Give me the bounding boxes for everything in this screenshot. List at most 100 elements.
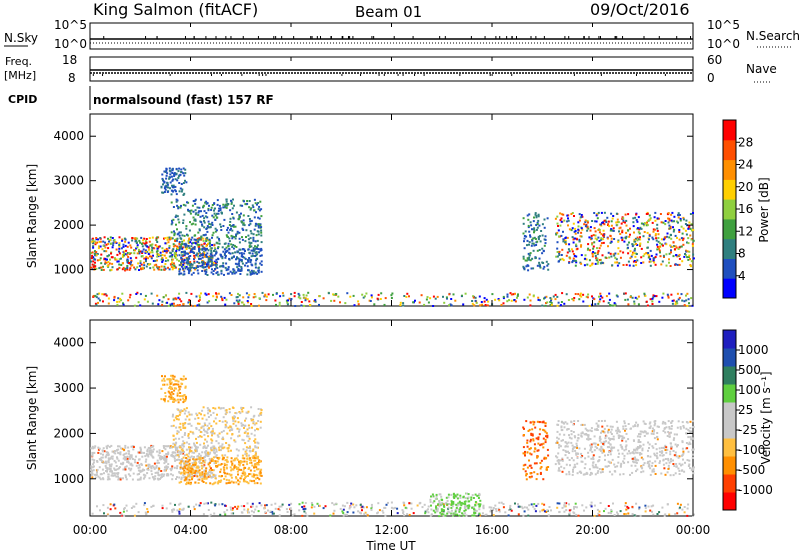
- echo-cell: [187, 467, 189, 470]
- echo-cell: [248, 244, 251, 247]
- echo-cell: [140, 268, 143, 271]
- echo-cell: [91, 251, 94, 254]
- echo-cell: [233, 244, 236, 247]
- echo-cell: [167, 378, 170, 381]
- echo-cell: [191, 471, 194, 474]
- echo-cell: [625, 219, 628, 222]
- echo-cell: [539, 471, 542, 474]
- echo-cell: [290, 293, 293, 296]
- echo-cell: [215, 440, 218, 443]
- echo-cell: [103, 236, 106, 239]
- echo-cell: [151, 246, 154, 249]
- echo-cell: [482, 506, 485, 509]
- echo-cell: [207, 509, 210, 511]
- echo-cell: [207, 502, 209, 505]
- echo-cell: [201, 425, 204, 428]
- echo-cell: [146, 300, 149, 303]
- echo-cell: [525, 420, 528, 423]
- echo-cell: [183, 239, 185, 242]
- echo-cell: [240, 266, 243, 268]
- echo-cell: [596, 508, 599, 511]
- echo-cell: [536, 226, 539, 229]
- echo-cell: [426, 296, 429, 299]
- echo-cell: [444, 502, 447, 505]
- echo-cell: [233, 302, 236, 305]
- echo-cell: [174, 185, 177, 188]
- echo-cell: [556, 502, 559, 505]
- echo-cell: [440, 510, 443, 513]
- echo-cell: [651, 236, 654, 239]
- echo-cell: [171, 509, 174, 512]
- echo-cell: [210, 253, 213, 256]
- echo-cell: [117, 459, 120, 462]
- echo-cell: [622, 217, 625, 220]
- echo-cell: [404, 506, 407, 509]
- echo-cell: [184, 426, 187, 429]
- echo-cell: [473, 304, 476, 307]
- echo-cell: [528, 241, 531, 244]
- echo-cell: [92, 461, 95, 464]
- echo-cell: [211, 472, 214, 475]
- echo-cell: [182, 452, 185, 455]
- echo-cell: [235, 271, 238, 274]
- echo-cell: [562, 213, 565, 216]
- echo-cell: [659, 450, 661, 453]
- echo-cell: [254, 251, 257, 254]
- echo-cell: [212, 231, 215, 234]
- echo-cell: [399, 301, 402, 304]
- echo-cell: [623, 292, 626, 295]
- echo-cell: [235, 476, 237, 479]
- echo-cell: [190, 455, 193, 458]
- echo-cell: [227, 268, 229, 271]
- echo-cell: [538, 265, 541, 268]
- echo-cell: [526, 466, 529, 469]
- echo-cell: [497, 507, 500, 510]
- echo-cell: [637, 216, 640, 219]
- echo-cell: [183, 399, 186, 401]
- echo-cell: [161, 261, 164, 263]
- echo-cell: [225, 467, 228, 470]
- echo-cell: [690, 238, 693, 241]
- echo-cell: [555, 255, 558, 258]
- echo-cell: [252, 272, 255, 275]
- echo-cell: [167, 266, 169, 269]
- echo-cell: [208, 427, 211, 430]
- echo-cell: [577, 221, 580, 224]
- echo-cell: [101, 293, 104, 296]
- echo-cell: [244, 442, 247, 445]
- echo-cell: [541, 421, 544, 424]
- echo-cell: [657, 425, 660, 428]
- echo-cell: [138, 248, 140, 251]
- echo-cell: [560, 254, 563, 256]
- echo-cell: [197, 470, 200, 473]
- echo-cell: [123, 467, 126, 469]
- echo-cell: [523, 237, 526, 240]
- echo-cell: [202, 513, 205, 516]
- echo-cell: [243, 303, 246, 306]
- echo-cell: [624, 502, 627, 505]
- echo-cell: [443, 505, 445, 507]
- echo-cell: [244, 453, 247, 456]
- echo-cell: [249, 230, 252, 233]
- echo-cell: [311, 503, 314, 506]
- echo-cell: [97, 446, 100, 449]
- echo-cell: [182, 219, 185, 222]
- echo-cell: [517, 293, 519, 296]
- echo-cell: [238, 217, 241, 219]
- echo-cell: [204, 438, 207, 441]
- echo-cell: [594, 473, 597, 476]
- echo-cell: [235, 235, 237, 238]
- echo-cell: [207, 226, 210, 229]
- echo-cell: [190, 471, 193, 473]
- echo-cell: [202, 237, 205, 240]
- echo-cell: [578, 213, 581, 216]
- echo-cell: [391, 292, 394, 295]
- echo-cell: [172, 190, 175, 193]
- echo-cell: [185, 407, 188, 410]
- echo-cell: [633, 514, 636, 517]
- echo-cell: [245, 446, 248, 449]
- echo-cell: [620, 222, 623, 225]
- echo-cell: [174, 216, 177, 218]
- echo-cell: [636, 259, 639, 262]
- echo-cell: [488, 506, 491, 509]
